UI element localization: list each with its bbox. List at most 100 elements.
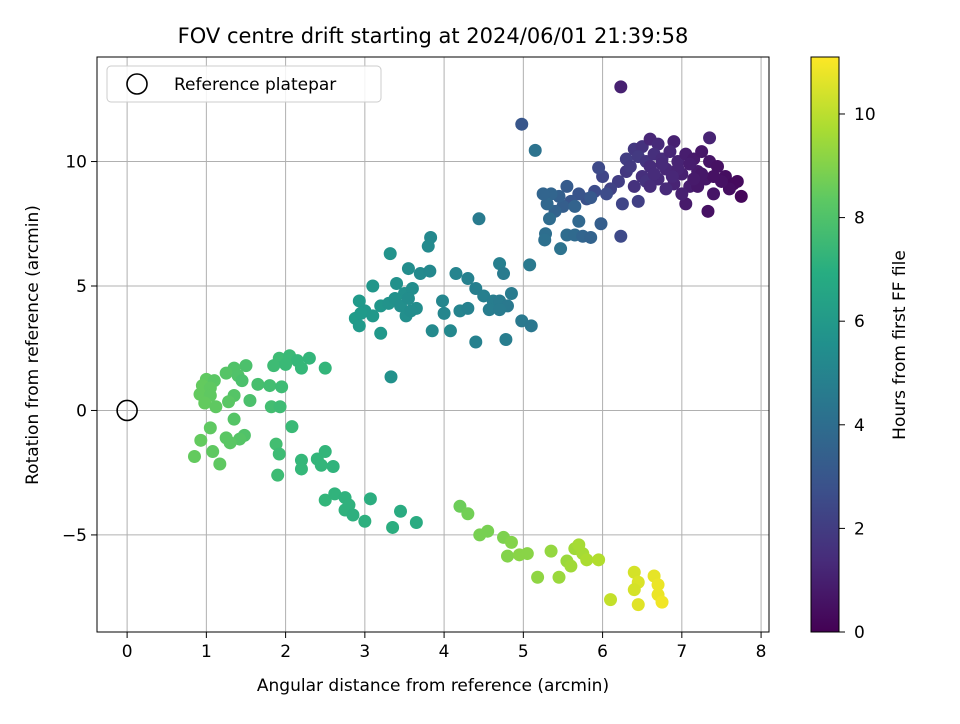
x-axis-ticks: 0 1 2 3 4 5 6 7 8 <box>122 632 767 662</box>
data-point <box>318 361 332 375</box>
data-point <box>318 493 332 507</box>
data-point <box>515 117 529 131</box>
data-point <box>523 258 537 272</box>
data-point <box>659 182 673 196</box>
data-point <box>572 214 586 228</box>
data-point <box>627 583 641 597</box>
colorbar-ticks: 0 2 4 6 8 10 <box>839 105 876 643</box>
data-point <box>663 145 677 159</box>
data-point <box>273 400 287 414</box>
data-point <box>481 524 495 538</box>
data-point <box>263 379 277 393</box>
x-tick-label: 3 <box>359 642 370 662</box>
data-point <box>665 169 679 183</box>
colorbar-tick-label: 2 <box>854 519 865 539</box>
data-point <box>493 303 507 317</box>
data-point <box>352 294 366 308</box>
data-point <box>213 457 227 471</box>
data-point <box>449 267 463 281</box>
data-point <box>707 187 721 201</box>
data-point <box>461 301 475 315</box>
data-point <box>269 437 283 451</box>
data-point <box>643 179 657 193</box>
data-point <box>401 262 415 276</box>
data-point <box>279 357 293 371</box>
reference-platepar-marker <box>116 399 138 422</box>
legend-entry: Reference platepar <box>174 75 336 95</box>
data-point <box>384 370 398 384</box>
data-point <box>267 359 281 373</box>
colorbar-tick-label: 4 <box>854 416 865 436</box>
data-point <box>679 197 693 211</box>
data-point <box>219 366 233 380</box>
data-point <box>271 468 285 482</box>
data-point <box>354 306 368 320</box>
data-point <box>631 598 645 612</box>
data-point <box>404 304 418 318</box>
data-point <box>592 553 606 567</box>
x-tick-label: 2 <box>280 642 291 662</box>
data-point <box>600 187 614 201</box>
data-point <box>500 549 514 563</box>
data-point <box>326 459 340 473</box>
data-point <box>194 433 208 447</box>
data-point <box>627 179 641 193</box>
data-point <box>423 264 437 278</box>
y-tick-label: 10 <box>65 153 87 173</box>
data-point <box>604 593 618 607</box>
data-point <box>564 559 578 573</box>
data-point <box>461 272 475 286</box>
data-point <box>390 277 404 291</box>
data-point <box>294 361 308 375</box>
data-point <box>554 242 568 256</box>
data-point <box>222 395 236 409</box>
data-point <box>504 286 518 300</box>
data-point <box>560 179 574 193</box>
chart-title: FOV centre drift starting at 2024/06/01 … <box>178 24 689 48</box>
data-point <box>499 333 513 347</box>
data-point <box>209 400 223 414</box>
x-tick-label: 8 <box>756 642 767 662</box>
data-point <box>461 507 475 521</box>
data-point <box>272 447 286 461</box>
data-point <box>584 230 598 244</box>
data-point <box>614 229 628 243</box>
data-point <box>592 161 606 175</box>
data-point <box>528 143 542 157</box>
data-point <box>687 172 701 186</box>
data-point <box>363 492 377 506</box>
data-point <box>667 135 681 149</box>
y-axis-label: Rotation from reference (arcmin) <box>23 205 43 485</box>
data-point <box>623 160 637 174</box>
data-point <box>695 145 709 159</box>
data-point <box>235 374 249 388</box>
data-point <box>383 247 397 261</box>
colorbar-tick-label: 6 <box>854 312 865 332</box>
data-point <box>482 303 496 317</box>
colorbar-tick-label: 10 <box>854 105 876 125</box>
data-point <box>497 267 511 281</box>
data-point <box>734 189 748 203</box>
y-axis-ticks: −5 0 5 10 <box>62 153 97 546</box>
plot-frame <box>96 56 770 633</box>
legend-box <box>106 65 382 103</box>
data-point <box>655 595 669 609</box>
data-point <box>531 570 545 584</box>
data-point <box>425 324 439 338</box>
data-point <box>275 380 289 394</box>
data-point <box>405 281 419 295</box>
data-point <box>314 458 328 472</box>
data-point <box>675 187 689 201</box>
legend-marker-icon <box>126 73 148 95</box>
data-point <box>187 450 201 464</box>
data-point <box>493 257 507 271</box>
x-tick-label: 6 <box>597 642 608 662</box>
x-tick-label: 0 <box>122 642 133 662</box>
data-point <box>627 565 641 579</box>
data-point <box>683 157 697 171</box>
data-point <box>394 504 408 518</box>
data-point <box>651 578 665 592</box>
data-point <box>285 420 299 434</box>
